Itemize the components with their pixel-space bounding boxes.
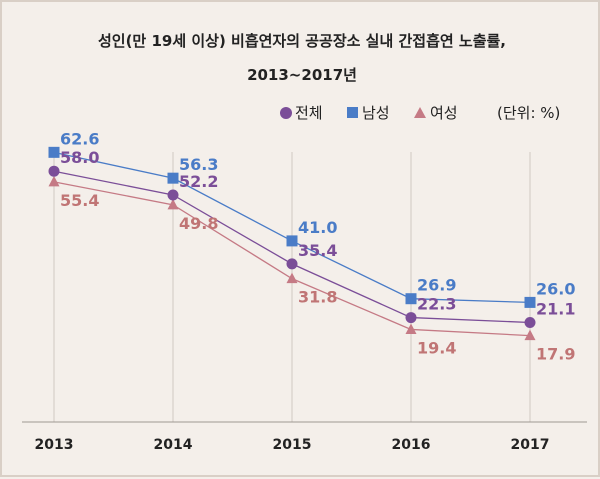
data-label: 17.9 [536, 345, 575, 364]
data-label: 56.3 [179, 155, 218, 174]
data-label: 52.2 [179, 172, 218, 191]
data-point-circle [524, 316, 536, 328]
legend-marker-square [347, 107, 358, 118]
data-label: 31.8 [298, 288, 337, 307]
x-tick-label: 2013 [35, 437, 74, 453]
data-label: 62.6 [60, 129, 99, 148]
legend-label-male: 남성 [362, 104, 390, 122]
chart-title: 성인(만 19세 이상) 비흡연자의 공공장소 실내 간접흡연 노출률, [98, 32, 506, 50]
legend-label-female: 여성 [430, 104, 458, 122]
x-tick-label: 2017 [511, 437, 550, 453]
legend-marker-triangle [414, 107, 426, 118]
data-label: 26.0 [536, 279, 575, 298]
data-point-circle [167, 189, 179, 201]
data-point-square [405, 293, 417, 305]
series-markers [48, 146, 536, 341]
chart-subtitle: 2013~2017년 [247, 66, 357, 84]
data-point-triangle [524, 329, 536, 341]
legend: 전체 남성 여성 (단위: %) [280, 104, 560, 122]
x-tick-label: 2016 [392, 437, 431, 453]
data-point-triangle [405, 323, 417, 334]
data-label: 55.4 [60, 191, 99, 210]
unit-label: (단위: %) [497, 104, 560, 122]
data-label: 35.4 [298, 241, 337, 260]
data-point-triangle [48, 175, 60, 187]
legend-marker-circle [280, 107, 292, 119]
x-tick-label: 2014 [154, 437, 193, 453]
data-point-circle [48, 165, 60, 177]
data-point-square [286, 235, 298, 247]
x-axis-ticks: 2013 2014 2015 2016 2017 [35, 437, 550, 453]
data-point-square [167, 172, 179, 184]
data-label: 49.8 [179, 214, 218, 233]
data-point-circle [405, 312, 417, 324]
data-label: 58.0 [60, 148, 99, 167]
legend-label-total: 전체 [295, 104, 323, 122]
data-point-square [524, 296, 536, 308]
data-point-triangle [286, 272, 298, 284]
data-point-circle [286, 258, 298, 270]
data-label: 19.4 [417, 338, 456, 357]
data-point-square [48, 146, 60, 158]
x-tick-label: 2015 [273, 437, 312, 453]
data-label: 41.0 [298, 218, 337, 237]
data-label: 21.1 [536, 299, 575, 318]
data-label: 22.3 [417, 295, 456, 314]
data-labels: 55.4 49.8 31.8 19.4 17.9 58.0 52.2 35.4 22.3 21.1… [60, 129, 575, 363]
data-point-triangle [167, 198, 179, 210]
data-label: 26.9 [417, 276, 456, 295]
